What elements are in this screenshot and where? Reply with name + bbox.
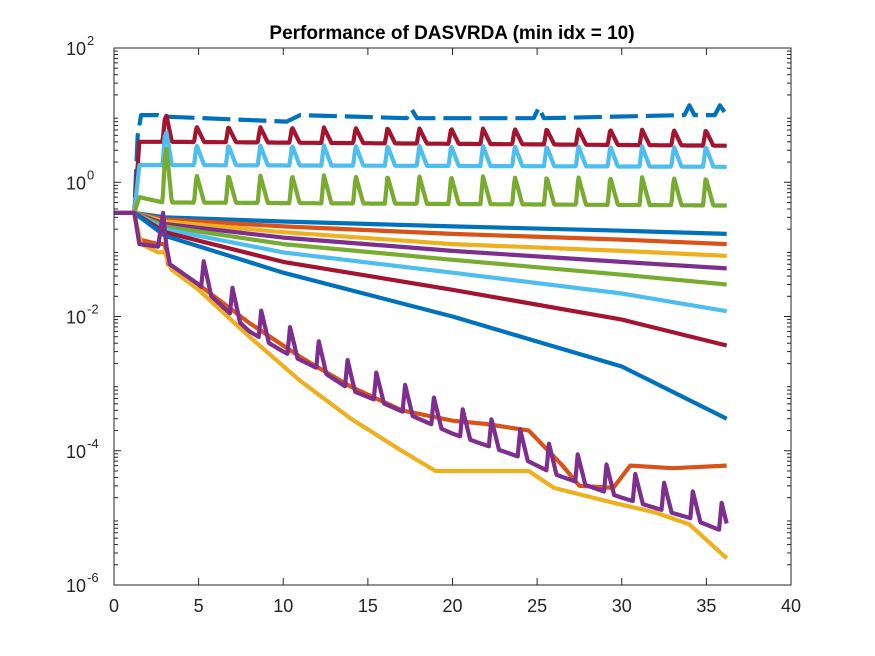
y-tick-label: 10: [66, 308, 86, 328]
series-line-14: [114, 210, 729, 560]
x-tick-label: 30: [612, 596, 632, 616]
x-tick-label: 40: [781, 596, 801, 616]
series-line-15: [114, 210, 729, 532]
x-tick-label: 10: [273, 596, 293, 616]
series-line-1: [114, 103, 729, 215]
y-tick-exponent: -6: [87, 570, 99, 585]
y-tick-label: 10: [66, 442, 86, 462]
y-tick-label: 10: [66, 576, 86, 596]
series-line-4: [114, 146, 728, 215]
x-tick-label: 25: [527, 596, 547, 616]
plot-area: [114, 103, 729, 560]
x-tick-label: 5: [194, 596, 204, 616]
x-tick-label: 20: [442, 596, 462, 616]
series-line-2: [114, 113, 728, 215]
series-line-13: [114, 210, 727, 490]
series-line-3: [114, 130, 728, 215]
y-tick-exponent: -2: [87, 302, 99, 317]
y-tick-label: 10: [66, 173, 86, 193]
y-tick-exponent: 0: [87, 167, 94, 182]
x-tick-label: 15: [358, 596, 378, 616]
y-tick-label: 10: [66, 39, 86, 59]
x-tick-label: 35: [696, 596, 716, 616]
y-tick-exponent: -4: [87, 436, 99, 451]
chart-title: Performance of DASVRDA (min idx = 10): [269, 23, 634, 44]
y-tick-exponent: 2: [87, 33, 94, 48]
x-tick-label: 0: [109, 596, 119, 616]
